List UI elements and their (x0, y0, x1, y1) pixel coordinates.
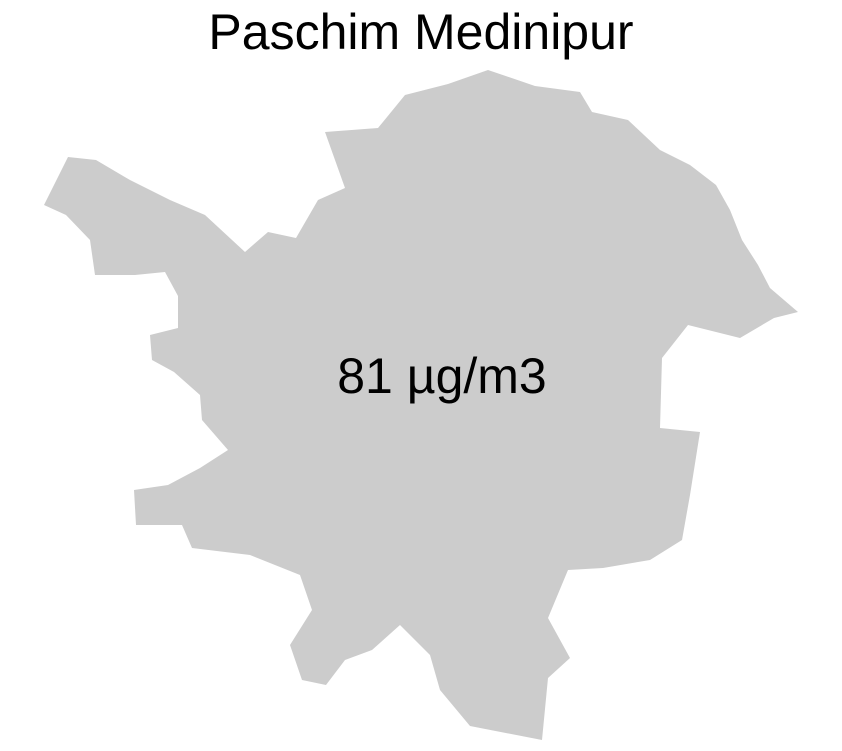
pm25-value-label: 81 µg/m3 (0, 346, 842, 406)
